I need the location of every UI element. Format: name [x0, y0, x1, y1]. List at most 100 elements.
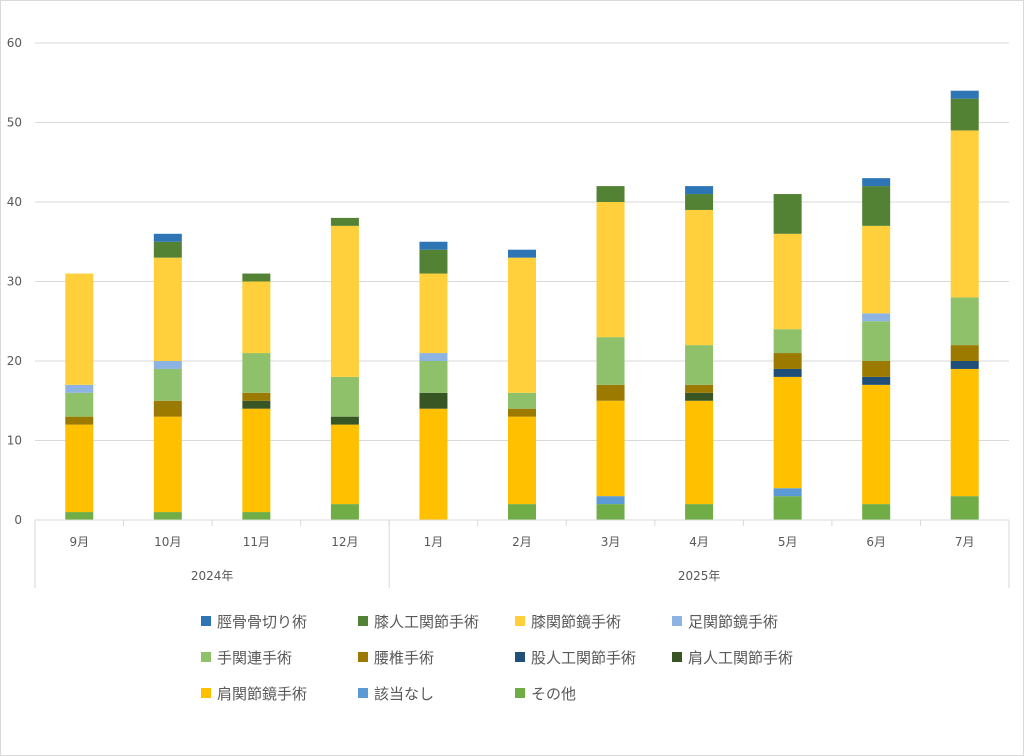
bar-segment [685, 384, 714, 393]
bar-segment [862, 361, 891, 377]
legend-item: 肩人工関節手術 [672, 647, 793, 669]
bar-segment [773, 496, 802, 520]
legend-label: 肩人工関節手術 [688, 649, 794, 667]
legend-item: 手関連手術 [201, 647, 292, 669]
legend-swatch [672, 616, 682, 626]
bar-segment [508, 392, 536, 409]
bar-segment [773, 353, 802, 369]
legend-swatch [358, 688, 368, 698]
bar-segment [242, 400, 271, 409]
x-tick-label: 6月 [866, 535, 886, 549]
bar-segment [773, 233, 802, 330]
bar-segment [242, 353, 271, 393]
bar-segment [242, 392, 271, 401]
bar-segment [242, 512, 271, 520]
bar-segment [596, 400, 625, 497]
bar-segment [862, 178, 891, 187]
legend-swatch [515, 616, 525, 626]
legend-swatch [201, 616, 211, 626]
bar-segment [65, 392, 94, 417]
legend-item: 肩関節鏡手術 [201, 683, 307, 705]
bar-segment [950, 496, 979, 520]
bar-segment [596, 186, 625, 202]
legend-item: その他 [515, 683, 576, 705]
legend-item: 足関節鏡手術 [672, 611, 778, 633]
legend-item: 脛骨骨切り術 [201, 611, 307, 633]
legend-swatch [515, 652, 525, 662]
bar-segment [508, 416, 536, 505]
x-tick-label: 5月 [778, 535, 798, 549]
legend-item: 膝人工関節手術 [358, 611, 479, 633]
bar-segment [862, 313, 891, 322]
bar-segment [773, 329, 802, 354]
legend-label: 腰椎手術 [374, 649, 435, 667]
legend-label: 脛骨骨切り術 [217, 613, 308, 631]
bar-segment [685, 392, 714, 401]
x-tick-label: 11月 [243, 535, 270, 549]
legend-item: 腰椎手術 [358, 647, 434, 669]
bar-segment [508, 504, 536, 520]
legend-swatch [358, 652, 368, 662]
bar-segment [596, 504, 625, 520]
y-tick-label: 20 [7, 354, 22, 368]
group-label: 2024年 [191, 569, 234, 583]
bar-segment [862, 225, 891, 314]
bar-segment [419, 392, 448, 409]
bar-segment [596, 337, 625, 385]
bar-segment [773, 368, 802, 377]
stacked-bar-chart: 0 10 20 30 40 50 60 9月 10月 11月 12月 1月 2月 3月 4月 5月 6月 7月 20… [7, 36, 1010, 588]
bar-segment [65, 424, 94, 513]
bar-segment [773, 376, 802, 489]
bar-segment [950, 297, 979, 346]
y-tick-label: 50 [7, 116, 22, 130]
legend-label: その他 [531, 685, 577, 703]
legend-label: 該当なし [374, 685, 435, 703]
bar-segment [773, 488, 802, 497]
bar-segment [242, 408, 271, 513]
bar-segment [685, 186, 714, 195]
bar-segment [330, 504, 359, 520]
y-tick-label: 30 [7, 275, 22, 289]
bar-segment [596, 202, 625, 338]
bar-segment [596, 496, 625, 505]
y-tick-label: 60 [7, 36, 22, 50]
bar-segment [685, 504, 714, 520]
bar-segment [330, 225, 359, 377]
bar-segment [685, 400, 714, 505]
bar-segment [419, 249, 448, 274]
bar-segment [153, 241, 182, 258]
bar-segment [153, 368, 182, 401]
y-tick-label: 40 [7, 195, 22, 209]
bar-segment [419, 361, 448, 393]
legend-label: 股人工関節手術 [531, 649, 637, 667]
x-tick-label: 7月 [955, 535, 975, 549]
y-tick-label: 10 [7, 434, 22, 448]
x-tick-label: 9月 [69, 535, 89, 549]
x-tick-label: 4月 [689, 535, 709, 549]
group-label: 2025年 [678, 569, 721, 583]
chart-legend: 脛骨骨切り術 膝人工関節手術 膝関節鏡手術 足関節鏡手術手関連手術 腰椎手術 股人工関節手… [201, 611, 841, 721]
legend-swatch [672, 652, 682, 662]
bar-segment [330, 424, 359, 505]
bar-segment [862, 384, 891, 505]
bar-segment [508, 257, 536, 393]
legend-swatch [358, 616, 368, 626]
bar-segment [419, 353, 448, 361]
bar-segment [153, 233, 182, 242]
bar-segment [862, 321, 891, 361]
bar-segment [419, 273, 448, 354]
x-tick-label: 12月 [331, 535, 358, 549]
bar-segment [153, 400, 182, 417]
bar-segment [330, 376, 359, 417]
legend-label: 膝関節鏡手術 [531, 613, 622, 631]
bar-segment [950, 368, 979, 497]
bar-segment [242, 273, 271, 282]
legend-label: 膝人工関節手術 [374, 613, 480, 631]
bar-segment [950, 130, 979, 298]
bar-segment [153, 257, 182, 361]
bar-segment [773, 194, 802, 234]
legend-item: 股人工関節手術 [515, 647, 636, 669]
bar-segment [685, 194, 714, 210]
bar-segment [950, 98, 979, 131]
